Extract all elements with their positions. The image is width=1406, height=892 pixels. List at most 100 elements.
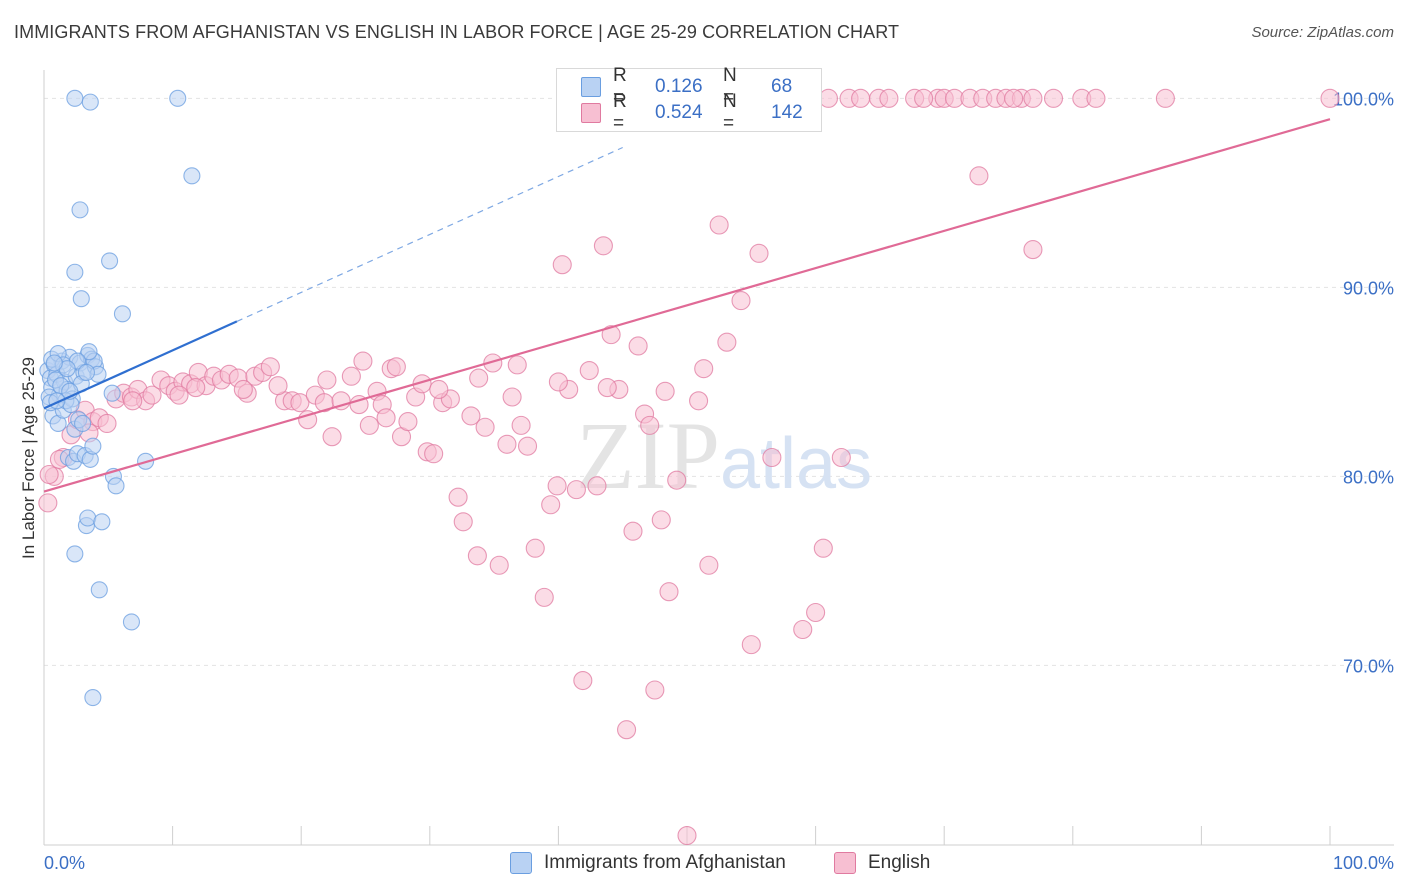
data-point-english <box>623 521 643 541</box>
data-point-english <box>914 88 934 108</box>
data-point-english <box>667 470 687 490</box>
data-point-english <box>322 427 342 447</box>
data-point-afghanistan <box>84 437 102 455</box>
stats-box: R = 0.126 N = 68 R = 0.524 N = 142 <box>556 65 822 134</box>
y-axis-label: In Labor Force | Age 25-29 <box>19 357 38 559</box>
legend-item-english[interactable]: English <box>834 852 930 874</box>
data-point-afghanistan <box>169 89 187 107</box>
chart-source: Source: ZipAtlas.com <box>1251 24 1394 41</box>
data-point-english <box>579 360 599 381</box>
data-point-english <box>469 368 489 388</box>
data-point-english <box>655 381 675 401</box>
data-point-english <box>502 387 522 407</box>
data-point-english <box>699 555 719 575</box>
data-point-english <box>260 357 280 377</box>
data-point-afghanistan <box>81 93 99 111</box>
data-point-english <box>969 166 989 186</box>
data-point-english <box>38 493 58 513</box>
data-point-english <box>317 370 337 390</box>
stats-r-label: R = <box>613 65 627 108</box>
data-point-english <box>359 415 379 435</box>
series-english <box>38 88 1340 846</box>
data-point-english <box>709 215 729 235</box>
data-point-english <box>597 378 617 398</box>
data-point-english <box>806 602 826 623</box>
legend-swatch-afghanistan <box>510 852 532 874</box>
y-tick-labels: 100.0% 90.0% 80.0% 70.0% <box>1333 89 1394 676</box>
data-point-english <box>123 391 143 411</box>
data-point-afghanistan <box>77 363 95 381</box>
data-point-english <box>879 88 899 108</box>
data-point-english <box>461 406 481 426</box>
data-point-english <box>517 436 538 456</box>
data-point-english <box>851 88 871 108</box>
data-point-english <box>475 417 495 437</box>
data-point-english <box>813 538 833 558</box>
data-point-english <box>497 434 517 454</box>
data-point-afghanistan <box>84 689 102 707</box>
data-point-english <box>651 510 671 530</box>
stats-n-value-afghanistan: 68 <box>771 76 793 97</box>
data-point-english <box>694 359 714 379</box>
data-point-afghanistan <box>79 509 97 527</box>
trend-line-afghanistan-extension <box>236 146 623 322</box>
data-point-afghanistan <box>101 252 119 270</box>
data-point-afghanistan <box>122 613 140 631</box>
stats-swatch-english <box>581 103 601 123</box>
data-point-afghanistan <box>80 343 98 361</box>
legend-swatch-english <box>834 852 856 874</box>
data-point-english <box>268 376 288 396</box>
data-point-english <box>593 236 613 256</box>
stats-r-value-english: 0.524 <box>655 102 703 123</box>
series-afghanistan <box>39 89 201 707</box>
stats-r-label: R = <box>613 91 627 134</box>
data-point-afghanistan <box>90 581 108 599</box>
legend: Immigrants from Afghanistan English <box>0 852 1406 878</box>
data-point-english <box>341 366 361 386</box>
data-point-english <box>483 353 503 373</box>
trend-line-afghanistan <box>43 320 238 410</box>
data-point-english <box>386 357 406 377</box>
data-point-english <box>587 476 607 496</box>
data-point-english <box>677 825 697 846</box>
data-point-english <box>831 447 851 468</box>
y-tick-label: 90.0% <box>1343 278 1394 298</box>
data-point-afghanistan <box>71 201 89 219</box>
data-point-afghanistan <box>66 545 84 563</box>
chart-title: IMMIGRANTS FROM AFGHANISTAN VS ENGLISH I… <box>14 22 900 42</box>
data-point-english <box>547 476 567 496</box>
data-point-english <box>169 385 189 405</box>
data-point-english <box>689 391 709 411</box>
data-point-english <box>298 410 318 430</box>
data-point-english <box>818 88 839 108</box>
x-tick-label-min: 0.0% <box>44 853 85 873</box>
data-point-english <box>749 243 769 263</box>
data-point-english <box>1320 88 1340 108</box>
data-point-afghanistan <box>66 263 84 281</box>
data-point-english <box>793 619 813 640</box>
data-point-afghanistan <box>183 167 201 185</box>
data-point-english <box>548 372 568 392</box>
stats-r-value-afghanistan: 0.126 <box>655 76 703 97</box>
watermark-atlas: atlas <box>720 424 872 504</box>
data-point-english <box>573 670 593 691</box>
legend-label-afghanistan: Immigrants from Afghanistan <box>544 852 786 873</box>
stats-swatch-afghanistan <box>581 77 601 97</box>
data-point-english <box>507 355 527 375</box>
data-point-afghanistan <box>93 513 111 531</box>
data-point-english <box>424 444 444 464</box>
data-point-afghanistan <box>107 477 125 495</box>
data-point-english <box>453 512 473 532</box>
axes <box>43 70 1394 846</box>
data-point-english <box>186 378 206 398</box>
data-point-afghanistan <box>72 290 90 308</box>
data-point-english <box>717 332 737 352</box>
data-point-english <box>645 680 665 700</box>
data-point-english <box>233 379 253 400</box>
data-point-english <box>1023 240 1043 260</box>
legend-item-afghanistan[interactable]: Immigrants from Afghanistan <box>510 852 786 874</box>
data-point-english <box>552 255 572 275</box>
data-point-english <box>398 412 418 432</box>
data-point-english <box>1023 88 1043 108</box>
